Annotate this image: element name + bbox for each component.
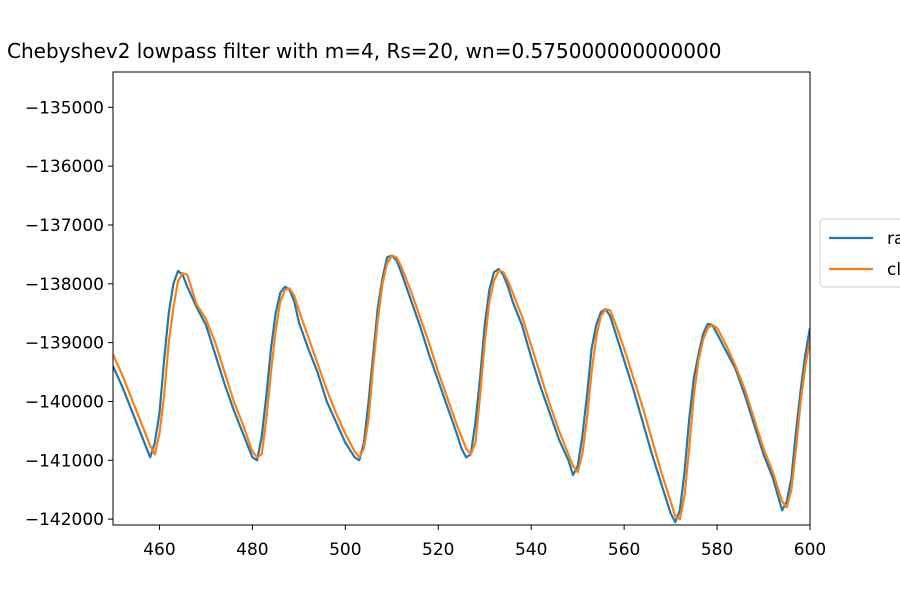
legend: ra cl — [819, 218, 900, 288]
y-tick-label: −142000 — [25, 510, 104, 530]
x-tick-label: 480 — [236, 540, 268, 560]
y-axis: −142000 −141000 −140000 −139000 −138000 −1370… — [25, 98, 113, 530]
series-line-2 — [113, 254, 810, 521]
x-tick-label: 580 — [701, 540, 733, 560]
x-tick-label: 600 — [794, 540, 826, 560]
plot-frame — [112, 71, 811, 526]
x-tick-label: 540 — [515, 540, 547, 560]
x-axis: 460 480 500 520 540 560 580 600 — [143, 525, 826, 560]
series-line-1 — [113, 254, 810, 524]
y-tick-label: −141000 — [25, 451, 104, 471]
legend-label: ra — [887, 229, 900, 249]
y-tick-label: −137000 — [25, 216, 104, 236]
y-tick-label: −135000 — [25, 98, 104, 118]
y-tick-label: −140000 — [25, 392, 104, 412]
x-tick-label: 560 — [608, 540, 640, 560]
y-tick-label: −136000 — [25, 157, 104, 177]
x-tick-label: 520 — [422, 540, 454, 560]
x-tick-label: 460 — [143, 540, 175, 560]
y-tick-label: −138000 — [25, 275, 104, 295]
chart-title: Chebyshev2 lowpass filter with m=4, Rs=2… — [7, 39, 721, 63]
series-layer — [113, 254, 810, 524]
x-tick-label: 500 — [329, 540, 361, 560]
y-tick-label: −139000 — [25, 334, 104, 354]
legend-label: cl — [887, 260, 900, 280]
